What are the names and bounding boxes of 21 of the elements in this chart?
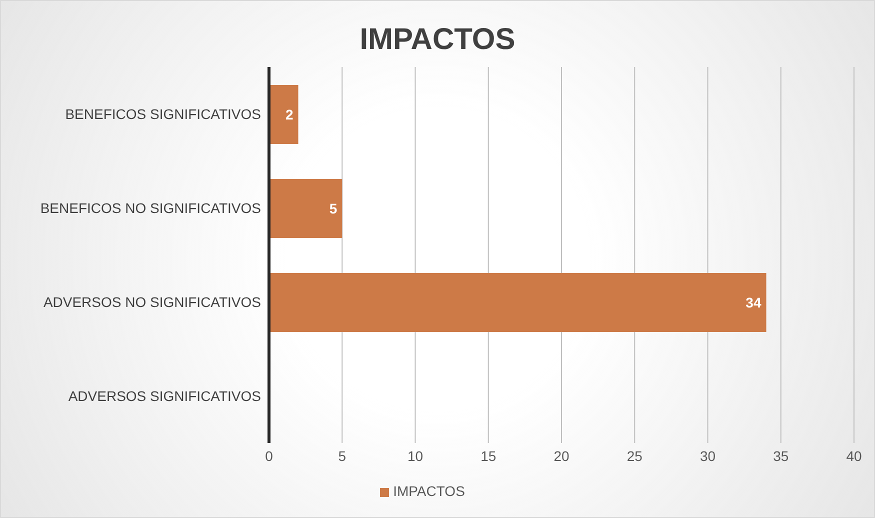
x-tick-label: 0 — [265, 448, 274, 464]
x-tick-label: 20 — [554, 448, 570, 464]
bar — [269, 85, 298, 144]
y-tick-label: ADVERSOS NO SIGNIFICATIVOS — [43, 294, 261, 310]
y-tick-label: BENEFICOS SIGNIFICATIVOS — [65, 106, 261, 122]
bar — [269, 273, 766, 332]
data-label: 34 — [746, 294, 762, 310]
legend-label: IMPACTOS — [393, 483, 465, 499]
y-tick-label: BENEFICOS NO SIGNIFICATIVOS — [40, 200, 261, 216]
x-tick-label: 25 — [626, 448, 643, 464]
x-tick-label: 35 — [773, 448, 789, 464]
x-tick-label: 40 — [846, 448, 862, 464]
data-label: 2 — [285, 106, 294, 122]
x-tick-label: 5 — [338, 448, 346, 464]
chart-title: IMPACTOS — [358, 23, 516, 57]
bar — [269, 179, 342, 238]
x-tick-label: 15 — [480, 448, 496, 464]
x-tick-label: 30 — [700, 448, 716, 464]
x-tick-label: 10 — [407, 448, 424, 464]
y-tick-label: ADVERSOS SIGNIFICATIVOS — [68, 388, 261, 404]
data-label: 5 — [329, 200, 338, 216]
